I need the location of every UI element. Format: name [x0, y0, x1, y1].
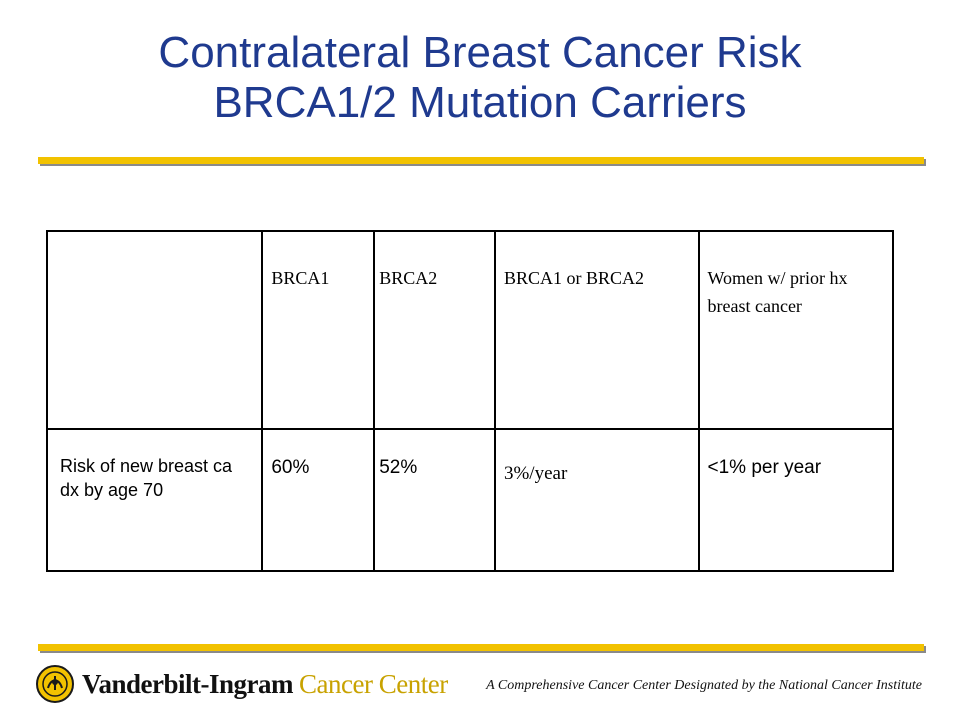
row-label-cell: Risk of new breast ca dx by age 70	[45, 428, 264, 572]
footer-logo: Vanderbilt-Ingram Cancer Center	[36, 664, 448, 704]
bottom-divider	[38, 644, 924, 651]
risk-table: BRCA1 BRCA2 BRCA1 or BRCA2 Women w/ prio…	[45, 230, 894, 572]
seal-logo-icon	[36, 665, 74, 703]
header-cell-empty	[45, 230, 264, 430]
slide-title: Contralateral Breast Cancer Risk BRCA1/2…	[40, 28, 920, 128]
header-cell-women-prior-hx: Women w/ prior hx breast cancer	[697, 230, 894, 430]
footer-tagline: A Comprehensive Cancer Center Designated…	[486, 678, 922, 693]
women-prior-hx-value-cell: <1% per year	[697, 428, 894, 572]
brca1-value-cell: 60%	[261, 428, 376, 572]
org-name-primary: Vanderbilt-Ingram	[82, 668, 294, 699]
top-divider	[38, 157, 924, 164]
header-cell-brca1: BRCA1	[261, 230, 376, 430]
title-line-1: Contralateral Breast Cancer Risk	[158, 28, 802, 77]
brca1-or-brca2-value-cell: 3%/year	[493, 428, 700, 572]
table-header-row: BRCA1 BRCA2 BRCA1 or BRCA2 Women w/ prio…	[45, 230, 894, 430]
title-line-2: BRCA1/2 Mutation Carriers	[213, 78, 747, 127]
brca2-value-cell: 52%	[373, 428, 496, 572]
org-name-secondary: Cancer Center	[299, 668, 448, 699]
header-cell-brca1-or-brca2: BRCA1 or BRCA2	[493, 230, 700, 430]
header-cell-brca2: BRCA2	[373, 230, 496, 430]
table-row: Risk of new breast ca dx by age 70 60% 5…	[45, 428, 894, 572]
